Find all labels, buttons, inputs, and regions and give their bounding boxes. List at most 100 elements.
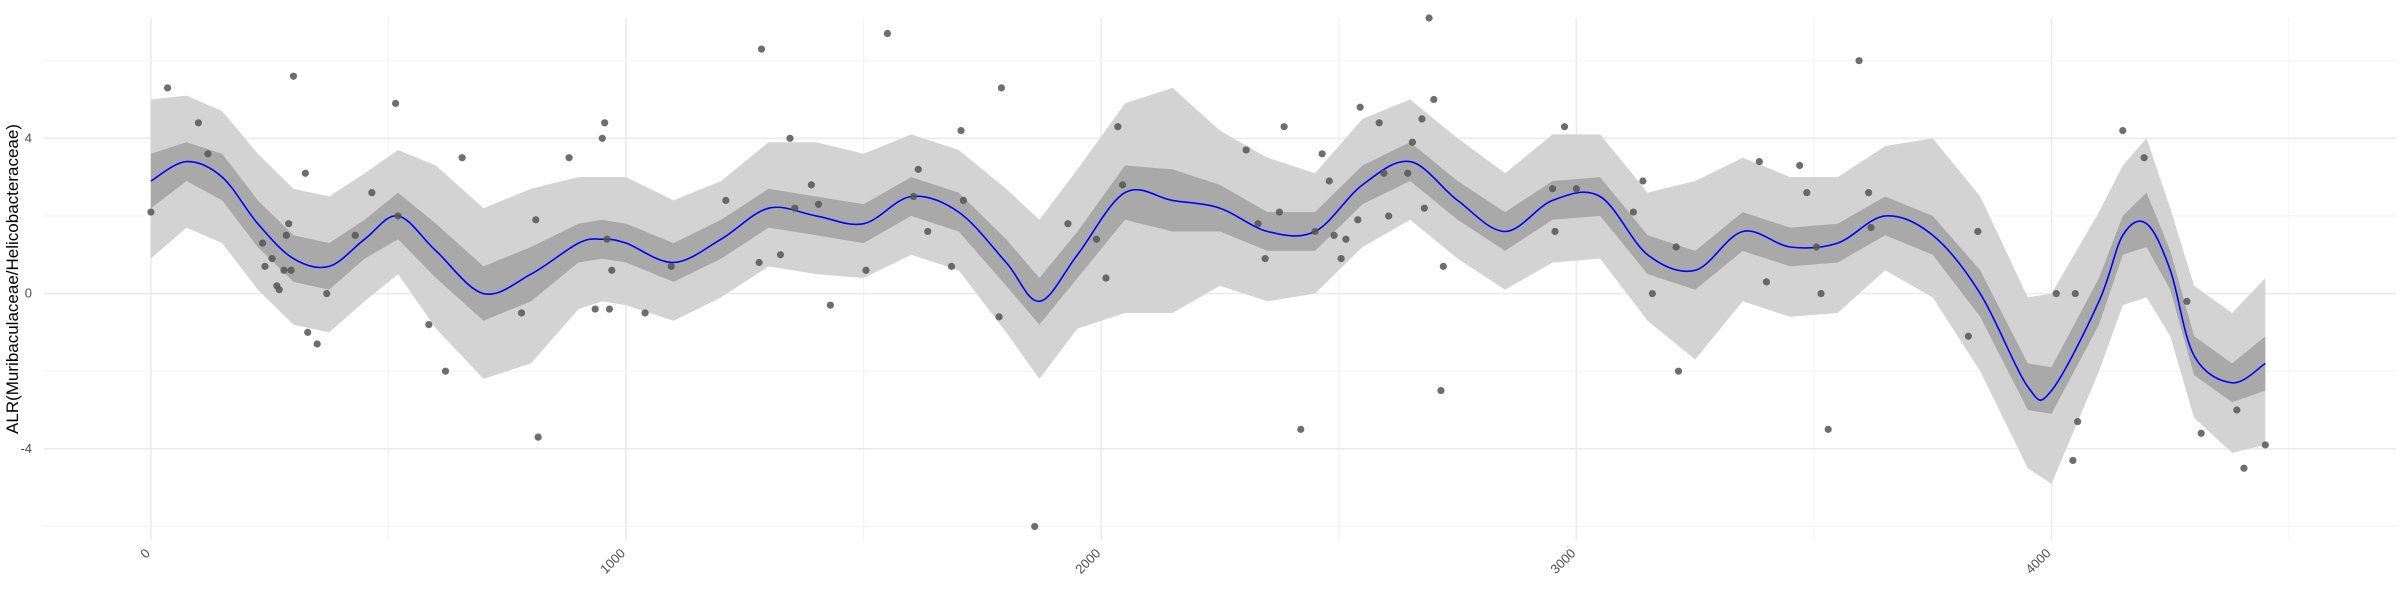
data-point	[667, 262, 675, 270]
data-point	[1560, 123, 1569, 131]
x-tick-label: 1000	[597, 546, 628, 577]
data-point	[924, 227, 932, 236]
data-point	[1964, 332, 1972, 340]
data-point	[791, 204, 799, 212]
data-point	[1974, 227, 1982, 236]
data-point	[909, 192, 918, 201]
data-point	[392, 99, 400, 107]
data-point	[591, 305, 599, 313]
data-point	[1375, 119, 1383, 127]
data-point	[425, 321, 433, 329]
data-point	[1337, 255, 1345, 263]
data-point	[282, 231, 290, 239]
data-point	[1551, 227, 1559, 236]
data-point	[565, 154, 573, 162]
data-point	[2240, 464, 2248, 472]
data-point	[1114, 123, 1122, 131]
data-point	[608, 266, 616, 274]
data-point	[1437, 386, 1445, 395]
data-point	[2261, 441, 2269, 449]
smooth-fit-line	[150, 160, 2266, 401]
y-tick-label: -4	[20, 441, 32, 456]
data-point	[517, 309, 526, 317]
data-point	[603, 235, 611, 243]
y-axis-title: ALR(Muribaculaceae/Helicobacteraceae)	[3, 124, 22, 434]
data-point	[1864, 189, 1873, 197]
data-point	[1356, 103, 1364, 111]
data-point	[1639, 177, 1647, 185]
data-point	[1572, 185, 1580, 193]
data-point	[601, 119, 609, 127]
data-point	[1549, 185, 1557, 193]
data-point	[1325, 177, 1333, 185]
data-point	[2074, 418, 2082, 426]
data-point	[1672, 243, 1680, 251]
data-point	[1242, 146, 1250, 154]
data-point	[534, 433, 542, 441]
data-point	[1031, 522, 1039, 531]
data-point	[204, 150, 212, 158]
data-point	[957, 126, 965, 135]
data-point	[1102, 274, 1110, 282]
data-point	[826, 301, 834, 309]
data-point	[959, 196, 968, 205]
data-point	[1796, 161, 1804, 170]
data-point	[641, 309, 649, 317]
y-tick-label: 0	[25, 286, 32, 301]
data-point	[1280, 123, 1288, 131]
data-point	[458, 154, 466, 162]
data-point	[1420, 204, 1428, 212]
data-point	[1439, 262, 1447, 270]
data-point	[995, 313, 1003, 321]
data-point	[1092, 235, 1101, 243]
data-point	[776, 251, 785, 259]
data-point	[1408, 138, 1417, 146]
data-point	[722, 196, 730, 205]
data-point	[1674, 367, 1683, 375]
data-point	[1385, 212, 1393, 220]
data-point	[997, 84, 1006, 92]
data-point	[1803, 189, 1811, 197]
data-point	[2119, 126, 2127, 135]
data-point	[285, 220, 293, 228]
data-point	[914, 165, 922, 173]
data-point	[757, 45, 766, 53]
data-point	[287, 266, 295, 274]
data-point	[2069, 456, 2077, 465]
data-point	[1342, 235, 1350, 243]
data-point	[268, 255, 276, 263]
data-point	[1311, 227, 1319, 236]
data-point	[1430, 95, 1438, 104]
data-point	[301, 169, 309, 177]
data-point	[862, 266, 870, 274]
data-point	[2052, 289, 2060, 298]
data-point	[1824, 425, 1832, 433]
data-point	[1817, 289, 1825, 298]
data-point	[441, 367, 450, 375]
data-point	[1418, 115, 1426, 123]
data-point	[1275, 208, 1283, 216]
x-tick-label: 4000	[2023, 546, 2054, 577]
data-point	[1318, 150, 1326, 158]
x-tick-label: 3000	[1547, 546, 1578, 577]
data-point	[368, 189, 376, 197]
data-point	[1404, 169, 1412, 177]
data-point	[394, 212, 402, 220]
data-point	[532, 216, 540, 224]
data-point	[1812, 243, 1820, 251]
data-point	[755, 258, 763, 267]
data-point	[289, 72, 298, 80]
data-point	[786, 134, 794, 142]
x-tick-label: 2000	[1072, 546, 1103, 577]
data-point	[1855, 57, 1863, 65]
data-point	[2183, 297, 2191, 305]
data-point	[147, 208, 155, 216]
data-point	[351, 231, 359, 239]
outer-confidence-band	[150, 87, 2266, 484]
data-point	[194, 119, 203, 127]
data-point	[2197, 429, 2205, 437]
data-point	[1762, 278, 1771, 286]
data-point	[261, 262, 269, 270]
data-point	[280, 266, 288, 274]
